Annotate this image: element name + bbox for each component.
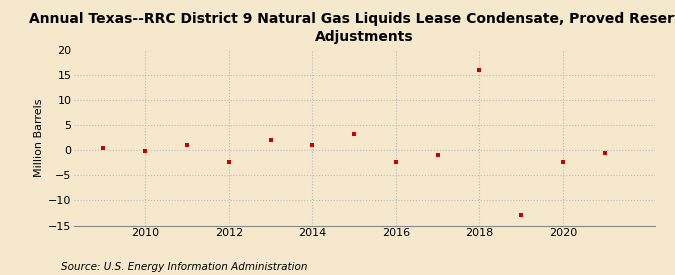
Title: Annual Texas--RRC District 9 Natural Gas Liquids Lease Condensate, Proved Reserv: Annual Texas--RRC District 9 Natural Gas…	[28, 12, 675, 44]
Text: Source: U.S. Energy Information Administration: Source: U.S. Energy Information Administ…	[61, 262, 307, 272]
Y-axis label: Million Barrels: Million Barrels	[34, 98, 44, 177]
